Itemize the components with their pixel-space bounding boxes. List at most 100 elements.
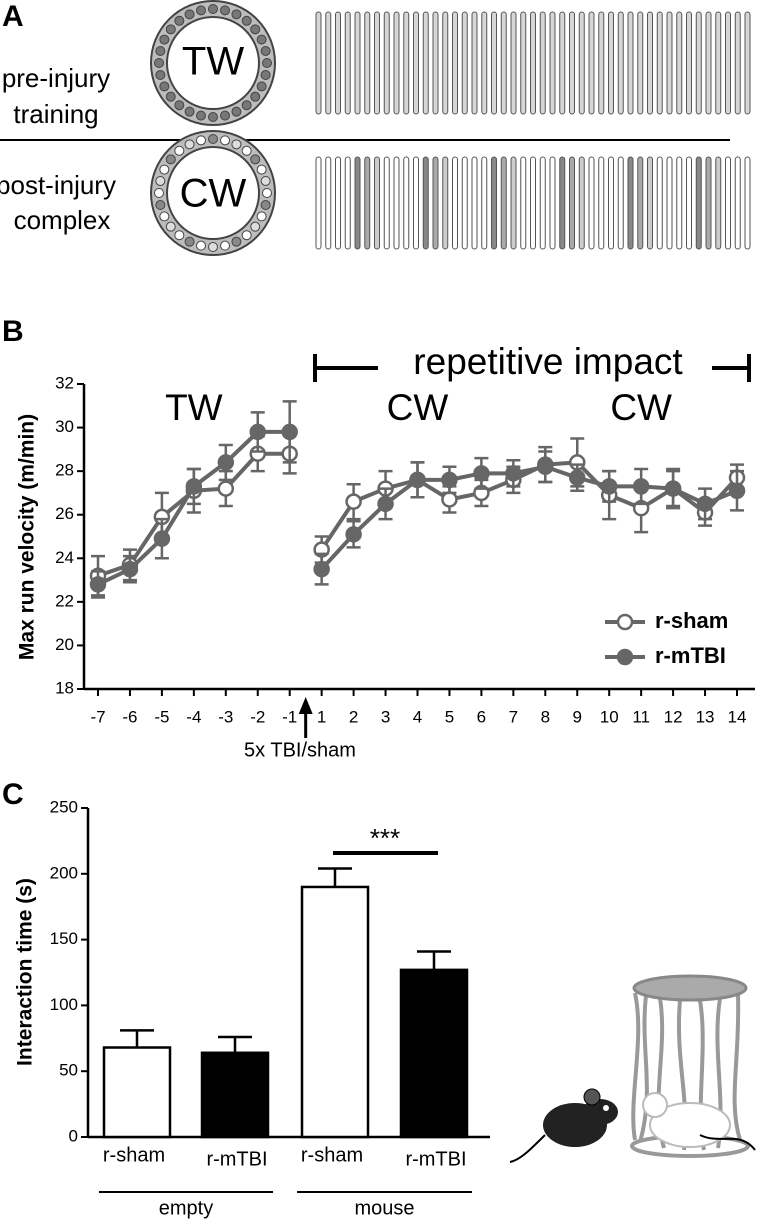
rung xyxy=(354,156,361,250)
x-tick-label: -7 xyxy=(90,707,105,726)
rung xyxy=(510,156,517,250)
rung xyxy=(725,11,731,115)
rung xyxy=(442,11,449,115)
row-label: complex xyxy=(14,205,111,235)
rung xyxy=(744,11,751,115)
y-tick-label: 28 xyxy=(55,461,74,480)
wheel-rung xyxy=(241,145,252,156)
x-tick-label: 1 xyxy=(317,707,326,726)
wheel-rung xyxy=(260,200,271,211)
x-tick-label: 13 xyxy=(696,707,715,726)
x-tick-label: 11 xyxy=(632,707,650,726)
rung xyxy=(432,156,439,250)
wheel-rung xyxy=(220,135,231,146)
wheel-rung xyxy=(184,236,195,247)
rung xyxy=(344,156,351,250)
x-tick-label: 7 xyxy=(509,707,518,726)
panel-label: A xyxy=(2,0,24,33)
wheel-rung xyxy=(155,45,166,56)
rung xyxy=(715,11,722,115)
y-tick-label: 200 xyxy=(50,863,78,882)
wheel-rung xyxy=(165,91,176,102)
injury-arrowhead xyxy=(298,697,313,714)
wheel-rung xyxy=(159,211,170,222)
wheel-rung xyxy=(195,240,206,251)
x-tick-label: 12 xyxy=(664,707,683,726)
rung xyxy=(403,156,410,250)
rung xyxy=(608,11,614,115)
wheel-rung xyxy=(220,240,231,251)
x-tick-label: 5 xyxy=(445,707,454,726)
wheel-rung xyxy=(262,188,272,198)
marker xyxy=(345,493,362,510)
rung xyxy=(413,11,419,115)
wheel-rung xyxy=(155,175,166,186)
rung xyxy=(578,156,585,250)
rung xyxy=(481,11,488,115)
rung xyxy=(559,156,566,250)
rung xyxy=(647,156,653,250)
marker xyxy=(632,478,650,495)
x-tick-label: -4 xyxy=(186,707,201,726)
rung xyxy=(734,11,741,115)
rung xyxy=(598,11,605,115)
rung xyxy=(354,11,361,115)
wheel-rung xyxy=(184,9,195,20)
wheel-rung xyxy=(195,5,206,16)
rung xyxy=(647,11,653,115)
marker xyxy=(153,530,171,547)
wheel-rung xyxy=(250,154,261,165)
wheel-rung xyxy=(250,24,261,35)
rung xyxy=(627,11,634,115)
wheel-rung xyxy=(195,135,206,146)
bar xyxy=(300,885,370,1139)
wheel-label: TW xyxy=(182,40,244,84)
rung xyxy=(530,11,536,115)
y-tick-label: 26 xyxy=(55,504,74,523)
y-tick-label: 250 xyxy=(50,797,78,816)
y-tick-label: 22 xyxy=(55,591,74,610)
rung xyxy=(695,156,702,250)
rung xyxy=(627,156,634,250)
wheel-rung xyxy=(184,106,195,117)
wheel-rung xyxy=(256,164,267,175)
rung xyxy=(500,156,507,250)
x-tick-label: -2 xyxy=(250,707,265,726)
wheel-rung xyxy=(165,154,176,165)
mouse-illustration xyxy=(509,1088,756,1163)
error-bar xyxy=(318,867,352,887)
rung xyxy=(500,11,507,115)
wheel-rung xyxy=(174,145,185,156)
wheel-rung xyxy=(165,221,176,232)
legend-label: r-mTBI xyxy=(655,643,726,668)
rung xyxy=(432,11,439,115)
y-axis-label: Interaction time (s) xyxy=(14,878,37,1066)
error-bar xyxy=(218,1035,252,1053)
wheel-rung xyxy=(208,112,218,122)
rung xyxy=(510,11,517,115)
rung xyxy=(617,11,624,115)
rung xyxy=(734,156,741,250)
marker xyxy=(473,465,490,482)
rung xyxy=(374,11,380,115)
x-tick-label: -3 xyxy=(218,707,233,726)
bar xyxy=(399,968,469,1139)
rung xyxy=(725,156,731,250)
rung xyxy=(461,156,468,250)
rung xyxy=(530,156,536,250)
rung xyxy=(452,11,458,115)
error-bar xyxy=(120,1029,154,1048)
rung xyxy=(374,156,380,250)
x-tick-label: 6 xyxy=(477,707,486,726)
rung xyxy=(666,11,673,115)
wheel-rung xyxy=(220,5,231,16)
wheel-rung xyxy=(174,100,185,111)
wheel-rung xyxy=(208,4,218,14)
rung xyxy=(452,156,458,250)
rung xyxy=(461,11,468,115)
row-label: pre-injury xyxy=(2,63,110,93)
rung xyxy=(335,11,341,115)
rung xyxy=(491,156,497,250)
rung xyxy=(637,11,644,115)
rung xyxy=(744,156,751,250)
